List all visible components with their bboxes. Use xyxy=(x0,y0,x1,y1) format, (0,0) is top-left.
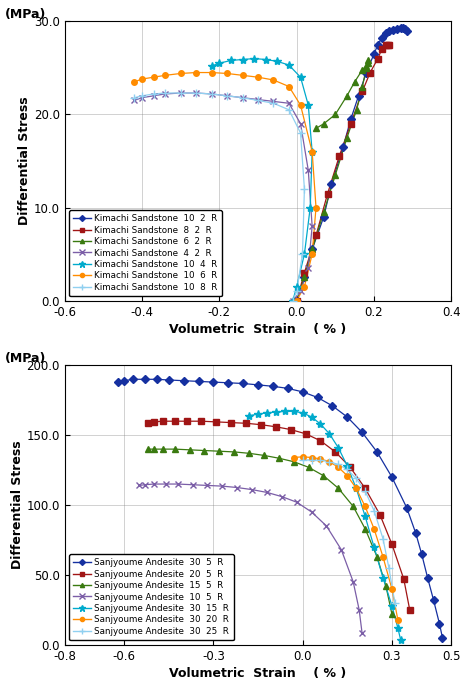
Text: (MPa): (MPa) xyxy=(5,352,46,365)
Legend: Kimachi Sandstone  10  2  R, Kimachi Sandstone  8  2  R, Kimachi Sandstone  6  2: Kimachi Sandstone 10 2 R, Kimachi Sandst… xyxy=(69,210,222,297)
X-axis label: Volumetric  Strain    ( % ): Volumetric Strain ( % ) xyxy=(169,323,347,336)
Text: (MPa): (MPa) xyxy=(5,8,46,21)
X-axis label: Volumetric  Strain    ( % ): Volumetric Strain ( % ) xyxy=(169,667,347,680)
Y-axis label: Differential Stress: Differential Stress xyxy=(18,97,31,225)
Legend: Sanjyoume Andesite  30  5  R, Sanjyoume Andesite  20  5  R, Sanjyoume Andesite  : Sanjyoume Andesite 30 5 R, Sanjyoume And… xyxy=(69,554,234,641)
Y-axis label: Differential Stress: Differential Stress xyxy=(11,441,23,569)
